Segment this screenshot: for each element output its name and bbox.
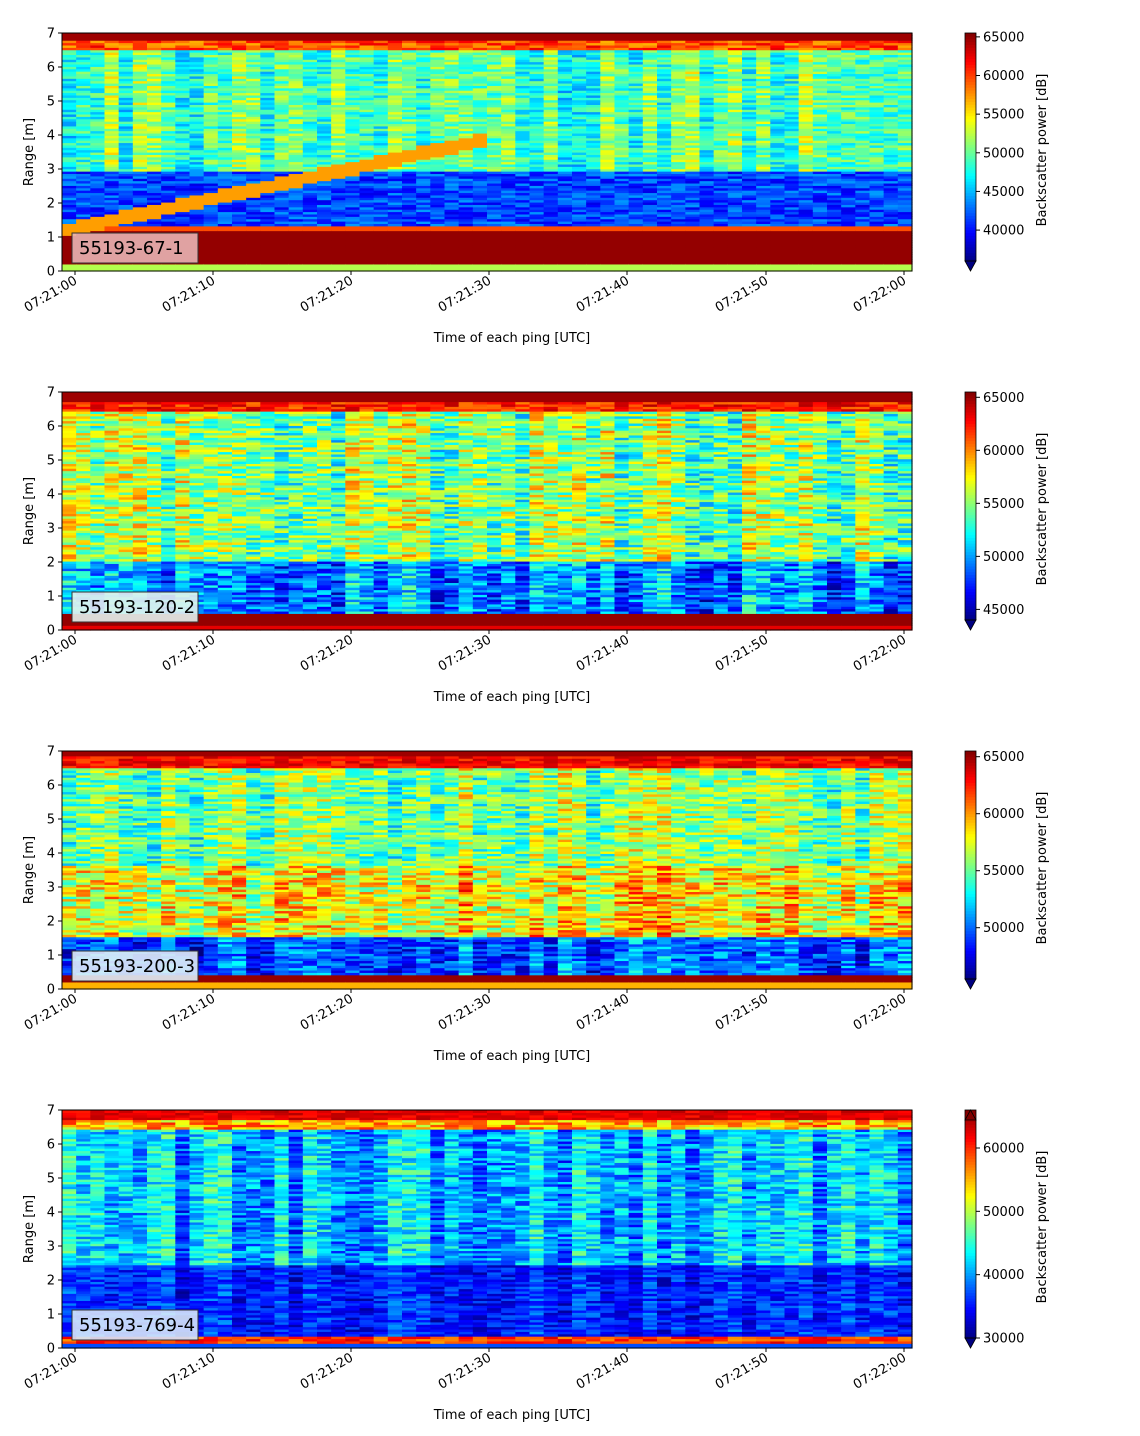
subplot-1: 0123456707:21:00 07:21:10 07:21:20 07:21:30… [22, 27, 1050, 347]
